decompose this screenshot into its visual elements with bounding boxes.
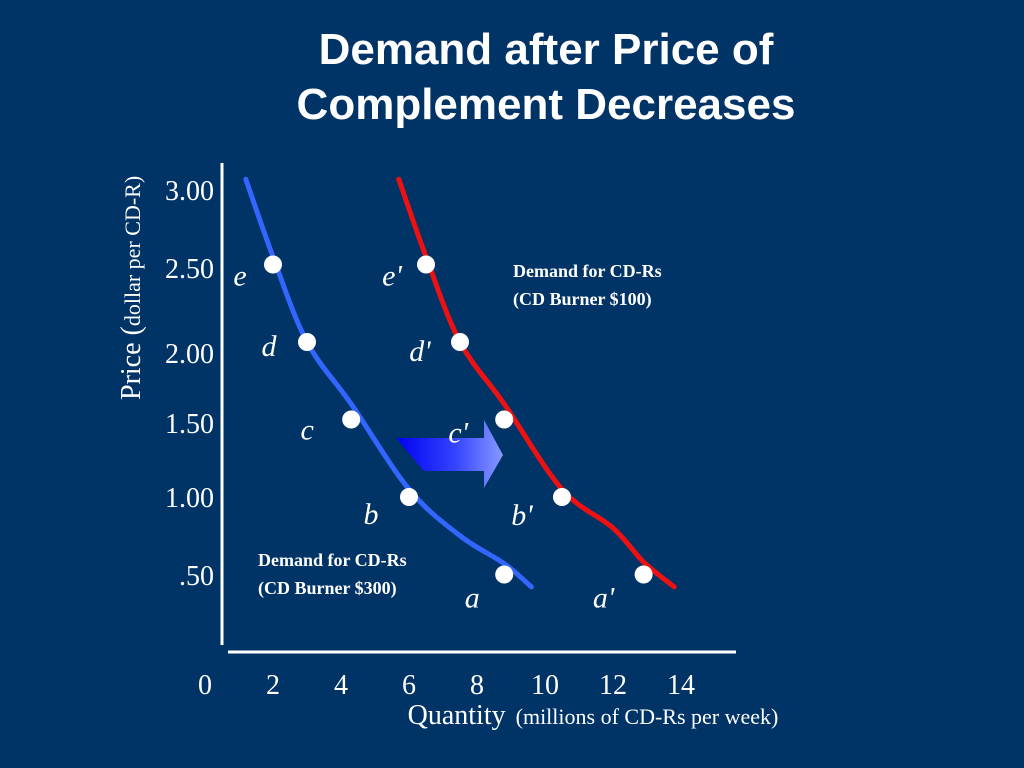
y-tick-label: 1.50 xyxy=(165,409,214,440)
data-point xyxy=(451,333,469,351)
point-label: d xyxy=(262,330,278,363)
x-tick-label: 10 xyxy=(531,670,559,701)
x-tick-label: 4 xyxy=(334,670,348,701)
point-label: d' xyxy=(409,335,431,368)
y-axis-title-sub: dollar per CD-R) xyxy=(120,176,145,326)
x-tick-label: 0 xyxy=(198,670,212,701)
shift-arrow xyxy=(396,420,503,488)
point-label: c xyxy=(301,414,314,447)
title-line-1: Demand after Price of xyxy=(318,25,774,74)
y-tick-label: 2.50 xyxy=(165,254,214,285)
point-label: c' xyxy=(448,417,468,450)
data-point xyxy=(495,565,514,584)
x-tick-label: 14 xyxy=(667,670,695,701)
title-line-2: Complement Decreases xyxy=(296,80,796,129)
label-demand-100: Demand for CD-Rs (CD Burner $100) xyxy=(513,261,666,310)
data-point xyxy=(634,565,653,584)
x-tick-label: 6 xyxy=(402,670,416,701)
y-tick-label: 3.00 xyxy=(165,176,214,207)
ticks-layer: 0 2 4 6 8 10 12 14 3.00 2.50 2.00 1.50 1.00 .50 xyxy=(165,176,695,701)
x-axis-title-sub: (millions of CD-Rs per week) xyxy=(516,704,779,729)
label-demand-300-line1: Demand for CD-Rs xyxy=(258,550,407,570)
y-axis-title-main: Price ( xyxy=(116,326,147,400)
y-axis-title: Price (dollar per CD-R) xyxy=(116,176,147,400)
point-label: a xyxy=(465,582,480,615)
y-tick-label: 2.00 xyxy=(165,339,214,370)
slide-title: Demand after Price of Complement Decreas… xyxy=(0,22,1024,132)
x-axis-title: Quantity (millions of CD-Rs per week) xyxy=(408,700,779,731)
label-demand-100-line1: Demand for CD-Rs xyxy=(513,261,662,281)
data-point xyxy=(495,410,514,429)
x-tick-label: 12 xyxy=(599,670,627,701)
data-point xyxy=(342,410,361,429)
label-demand-300-line2: (CD Burner $300) xyxy=(258,578,397,599)
data-point xyxy=(417,255,435,274)
data-point xyxy=(553,488,571,506)
data-point xyxy=(298,333,316,351)
label-demand-100-line2: (CD Burner $100) xyxy=(513,289,652,310)
point-label: e' xyxy=(382,260,402,293)
y-tick-label: .50 xyxy=(179,561,214,592)
point-label: e xyxy=(233,260,246,293)
point-label: b xyxy=(364,498,379,531)
label-demand-300: Demand for CD-Rs (CD Burner $300) xyxy=(258,550,411,599)
data-point xyxy=(264,255,282,274)
x-tick-label: 8 xyxy=(470,670,484,701)
y-tick-label: 1.00 xyxy=(165,483,214,514)
demand-curve-100 xyxy=(396,176,677,590)
x-tick-label: 2 xyxy=(266,670,280,701)
x-axis-title-main: Quantity xyxy=(408,700,506,731)
data-point xyxy=(400,488,418,506)
point-label: b' xyxy=(511,499,533,532)
point-label: a' xyxy=(593,582,615,615)
curves-layer: a b c d e a' b' c' d' e' xyxy=(233,176,677,615)
